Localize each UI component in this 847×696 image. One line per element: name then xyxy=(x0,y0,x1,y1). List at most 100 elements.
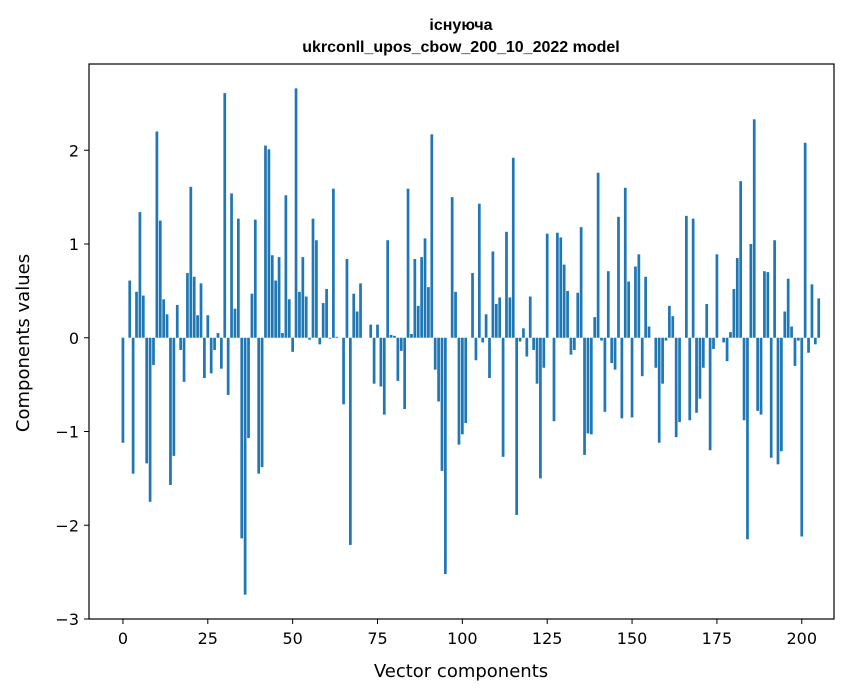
bar-55 xyxy=(308,337,311,340)
bar-143 xyxy=(606,271,610,338)
y-axis-ticks: −3 −2 −1 0 1 2 xyxy=(55,141,89,629)
bar-27 xyxy=(213,337,216,350)
bar-44 xyxy=(270,255,274,338)
bar-83 xyxy=(403,337,407,409)
bar-107 xyxy=(484,314,488,338)
bar-33 xyxy=(233,308,237,338)
bar-91 xyxy=(430,134,434,338)
bar-132 xyxy=(569,337,573,355)
bar-70 xyxy=(359,283,362,338)
bar-105 xyxy=(477,203,481,338)
bar-59 xyxy=(321,303,325,338)
bar-140 xyxy=(596,172,600,338)
bar-42 xyxy=(264,145,267,338)
bar-26 xyxy=(209,337,213,374)
bar-118 xyxy=(522,328,525,338)
bar-205 xyxy=(817,298,821,338)
bar-52 xyxy=(298,291,301,338)
bar-10 xyxy=(155,131,159,338)
bar-138 xyxy=(589,337,593,435)
bar-190 xyxy=(766,272,770,338)
bar-40 xyxy=(257,337,261,474)
bars-group xyxy=(121,88,821,595)
bar-122 xyxy=(535,337,539,384)
bar-37 xyxy=(247,337,250,439)
bar-119 xyxy=(525,337,529,357)
bar-129 xyxy=(559,237,563,338)
bar-109 xyxy=(491,251,495,338)
bar-97 xyxy=(450,197,454,338)
bar-120 xyxy=(528,296,532,338)
bar-123 xyxy=(539,337,542,479)
bar-41 xyxy=(260,337,264,468)
y-tick-label: −2 xyxy=(55,516,79,535)
x-tick-label: 200 xyxy=(786,629,817,648)
bar-7 xyxy=(145,337,149,464)
bar-162 xyxy=(671,316,675,338)
bar-155 xyxy=(647,326,651,338)
bar-116 xyxy=(515,337,519,515)
bar-35 xyxy=(240,337,244,539)
bar-167 xyxy=(688,337,692,421)
bar-8 xyxy=(148,337,152,502)
x-tick-label: 25 xyxy=(198,629,218,648)
bar-66 xyxy=(345,259,349,338)
bar-202 xyxy=(807,337,810,353)
bar-179 xyxy=(729,332,732,338)
x-tick-label: 75 xyxy=(367,629,387,648)
bar-99 xyxy=(457,337,461,445)
bar-84 xyxy=(406,188,410,338)
bar-142 xyxy=(603,337,607,412)
bar-117 xyxy=(518,337,522,342)
bar-137 xyxy=(586,337,590,434)
bar-76 xyxy=(379,337,383,387)
bar-18 xyxy=(182,337,186,382)
bar-56 xyxy=(311,218,315,338)
y-tick-label: 0 xyxy=(69,329,79,348)
bar-139 xyxy=(593,317,597,338)
bar-23 xyxy=(199,283,203,338)
y-axis-label: Components values xyxy=(13,254,34,432)
bar-159 xyxy=(661,337,664,384)
bar-101 xyxy=(464,337,468,424)
bar-141 xyxy=(600,337,603,341)
bar-50 xyxy=(291,337,295,352)
bar-95 xyxy=(444,337,447,574)
x-axis-label: Vector components xyxy=(374,661,548,682)
bar-113 xyxy=(505,231,508,338)
bar-124 xyxy=(542,337,546,368)
bar-127 xyxy=(552,337,556,422)
bar-172 xyxy=(705,304,709,338)
bar-5 xyxy=(138,212,142,338)
bar-51 xyxy=(294,88,298,338)
bar-192 xyxy=(773,240,776,338)
bar-80 xyxy=(393,335,396,338)
bar-166 xyxy=(685,215,688,338)
bar-4 xyxy=(135,291,138,338)
bar-153 xyxy=(640,337,644,377)
bar-150 xyxy=(630,337,634,418)
bar-148 xyxy=(623,187,627,338)
bar-158 xyxy=(657,337,661,443)
bar-0 xyxy=(121,337,125,443)
bar-89 xyxy=(423,238,427,338)
bar-100 xyxy=(460,337,464,435)
bar-149 xyxy=(627,281,631,338)
bar-128 xyxy=(556,232,559,338)
bar-46 xyxy=(277,257,281,338)
bar-22 xyxy=(196,315,199,338)
bar-25 xyxy=(206,315,210,338)
x-tick-label: 0 xyxy=(118,629,128,648)
bar-77 xyxy=(382,337,386,415)
bar-16 xyxy=(175,304,179,338)
bar-68 xyxy=(352,293,356,338)
bar-199 xyxy=(797,337,800,341)
bar-85 xyxy=(410,334,413,338)
bar-146 xyxy=(617,216,620,338)
bar-200 xyxy=(800,337,804,537)
bar-19 xyxy=(186,273,189,338)
bar-125 xyxy=(545,233,549,338)
bar-130 xyxy=(562,264,566,338)
bar-183 xyxy=(742,337,746,421)
bar-198 xyxy=(793,337,797,366)
